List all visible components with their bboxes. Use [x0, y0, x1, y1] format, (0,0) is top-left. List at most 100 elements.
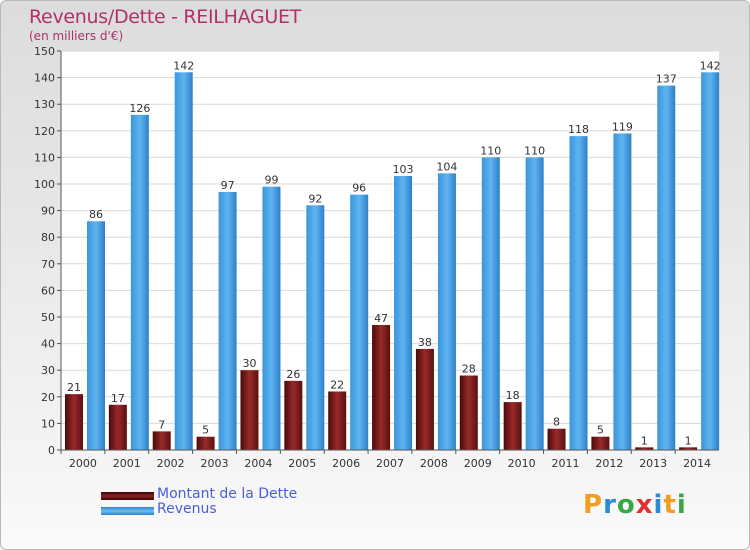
data-label: 26: [286, 368, 300, 381]
logo-letter: x: [635, 490, 654, 520]
y-tick-label: 150: [34, 45, 55, 58]
bar-revenue: [306, 205, 325, 450]
proxiti-logo: Proxiti: [583, 490, 687, 520]
data-label: 137: [656, 73, 677, 86]
data-label: 118: [568, 123, 589, 136]
x-tick-label: 2005: [288, 457, 316, 470]
data-label: 96: [352, 182, 366, 195]
y-tick-label: 90: [41, 205, 55, 218]
bar-debt: [108, 404, 127, 450]
x-tick-label: 2003: [201, 457, 229, 470]
data-label: 28: [462, 363, 476, 376]
data-label: 38: [418, 336, 432, 349]
bar-debt: [503, 402, 522, 450]
x-tick-label: 2011: [551, 457, 579, 470]
bar-revenue: [657, 85, 676, 450]
data-label: 99: [264, 174, 278, 187]
data-label: 119: [612, 120, 633, 133]
legend-label-debt: Montant de la Dette: [157, 486, 298, 502]
y-tick-label: 140: [34, 72, 55, 85]
logo-letter: t: [663, 490, 677, 520]
bar-debt: [372, 324, 391, 450]
x-tick-label: 2008: [420, 457, 448, 470]
y-tick-label: 10: [41, 417, 55, 430]
chart-subtitle: (en milliers d'€): [29, 29, 124, 43]
data-label: 18: [506, 389, 520, 402]
y-tick-label: 0: [48, 444, 55, 457]
bar-revenue: [394, 176, 413, 450]
x-tick-label: 2004: [244, 457, 272, 470]
data-label: 142: [700, 59, 721, 72]
bar-debt: [635, 447, 654, 450]
y-tick-label: 100: [34, 178, 55, 191]
bar-debt: [459, 375, 478, 450]
bar-debt: [679, 447, 698, 450]
x-tick-label: 2012: [595, 457, 623, 470]
logo-letter: o: [616, 490, 636, 520]
y-tick-label: 40: [41, 338, 55, 351]
bar-revenue: [437, 173, 456, 451]
data-label: 92: [308, 192, 322, 205]
y-tick-label: 80: [41, 231, 55, 244]
data-label: 110: [524, 144, 545, 157]
bar-revenue: [481, 157, 500, 450]
data-label: 30: [242, 357, 256, 370]
y-tick-label: 60: [41, 284, 55, 297]
bar-revenue: [350, 194, 369, 450]
y-tick-label: 20: [41, 391, 55, 404]
x-axis-ticks: 2000 2001 2002 2003 2004 2005 2006 2007 2008 2009…: [60, 449, 719, 470]
bar-debt: [152, 431, 171, 450]
y-tick-label: 30: [41, 364, 55, 377]
legend-swatch-debt: [101, 492, 154, 500]
legend-swatch-revenue: [101, 507, 154, 515]
bar-revenue: [174, 72, 193, 450]
bar-debt: [547, 428, 566, 450]
data-label: 86: [89, 208, 103, 221]
data-label: 1: [641, 434, 648, 447]
bar-debt: [240, 370, 259, 450]
logo-letter: i: [653, 490, 664, 520]
y-tick-label: 70: [41, 258, 55, 271]
x-tick-label: 2010: [508, 457, 536, 470]
y-tick-label: 120: [34, 125, 55, 138]
x-tick-label: 2009: [464, 457, 492, 470]
y-tick-label: 50: [41, 311, 55, 324]
y-tick-label: 110: [34, 151, 55, 164]
data-label: 126: [129, 102, 150, 115]
x-tick-label: 2002: [157, 457, 185, 470]
data-label: 110: [480, 144, 501, 157]
data-label: 17: [111, 392, 125, 405]
data-label: 104: [436, 160, 457, 173]
data-label: 22: [330, 378, 344, 391]
bars: [65, 72, 720, 451]
y-tick-label: 130: [34, 98, 55, 111]
bar-revenue: [569, 136, 588, 450]
data-label: 1: [685, 434, 692, 447]
data-label: 47: [374, 312, 388, 325]
data-label: 8: [553, 416, 560, 429]
bar-debt: [65, 394, 83, 450]
x-tick-label: 2013: [639, 457, 667, 470]
bar-debt: [415, 348, 434, 450]
logo-letter: i: [676, 490, 687, 520]
bar-debt: [196, 436, 215, 450]
data-label: 21: [67, 381, 81, 394]
bar-debt: [591, 436, 610, 450]
x-tick-label: 2014: [683, 457, 711, 470]
chart-title: Revenus/Dette - REILHAGUET: [29, 6, 301, 28]
bar-debt: [284, 380, 303, 450]
bar-revenue: [525, 157, 544, 450]
bar-debt: [328, 391, 347, 450]
bar-revenue: [130, 114, 149, 450]
data-label: 97: [221, 179, 235, 192]
x-tick-label: 2001: [113, 457, 141, 470]
y-axis-ticks: 0 10 20 30 40 50 60 70 80 90 100 110 120 130 140 150: [34, 45, 62, 457]
data-label: 142: [173, 59, 194, 72]
data-label: 5: [202, 424, 209, 437]
data-labels: 21 86 17 126 7 142 5 97 30 99 26 92 22 96 47 103 38 104 28…: [67, 59, 721, 447]
data-label: 7: [158, 418, 165, 431]
x-tick-label: 2007: [376, 457, 404, 470]
bar-revenue: [87, 221, 105, 450]
